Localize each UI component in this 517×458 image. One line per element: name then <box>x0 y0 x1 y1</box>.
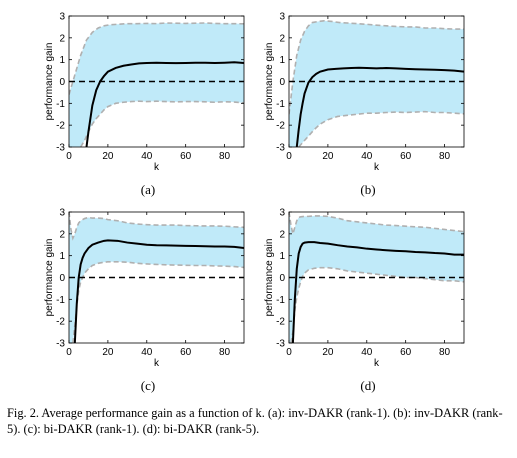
x-tick-label-a: 60 <box>180 151 192 162</box>
x-tick-label-b: 0 <box>286 151 292 162</box>
confidence-band-a <box>69 22 244 147</box>
y-tick-label-d: -2 <box>276 317 285 328</box>
x-tick-label-b: 40 <box>361 151 373 162</box>
y-tick-label-c: -3 <box>56 339 65 350</box>
subfigure-label-d: (d) <box>360 378 375 393</box>
y-tick-label-c: -1 <box>56 295 65 306</box>
x-axis-label-c: k <box>154 358 160 369</box>
series-mean-c <box>73 239 244 343</box>
x-tick-label-d: 20 <box>322 347 334 358</box>
y-tick-label-a: 0 <box>59 77 65 88</box>
y-tick-label-d: -3 <box>276 339 285 350</box>
y-tick-label-a: -2 <box>56 121 65 132</box>
x-tick-label-c: 20 <box>102 347 114 358</box>
series-mean-d <box>291 241 464 343</box>
subfigure-label-c: (c) <box>141 378 155 393</box>
y-axis-label-a: performance gain <box>44 43 55 121</box>
y-tick-label-c: 1 <box>59 251 65 262</box>
x-tick-label-a: 20 <box>102 151 114 162</box>
chart-panel-c: 0 20 40 60 80 -3 -2 -1 0 1 2 3 k performance gain (c) <box>44 208 245 393</box>
subfigure-label-b: (b) <box>360 182 375 197</box>
y-tick-label-c: 3 <box>59 208 65 219</box>
y-tick-label-b: -3 <box>276 143 285 154</box>
y-tick-label-c: 2 <box>59 229 65 240</box>
figure-caption: Fig. 2. Average performance gain as a fu… <box>7 406 503 436</box>
confidence-band-b <box>289 20 464 147</box>
x-axis-label-d: k <box>374 358 380 369</box>
x-tick-label-a: 40 <box>141 151 153 162</box>
y-tick-label-d: 0 <box>279 273 285 284</box>
x-tick-label-c: 0 <box>66 347 72 358</box>
y-tick-label-a: 1 <box>59 55 65 66</box>
y-tick-label-b: 1 <box>279 55 285 66</box>
y-tick-label-c: 0 <box>59 273 65 284</box>
x-tick-label-c: 60 <box>180 347 192 358</box>
y-tick-label-b: 2 <box>279 33 285 44</box>
y-tick-label-a: 2 <box>59 33 65 44</box>
x-tick-label-a: 80 <box>219 151 231 162</box>
y-tick-label-d: -1 <box>276 295 285 306</box>
y-tick-label-a: -1 <box>56 99 65 110</box>
x-axis-label-b: k <box>374 162 380 173</box>
series-lower-a <box>79 100 244 147</box>
x-tick-label-d: 40 <box>361 347 373 358</box>
x-tick-label-b: 80 <box>439 151 451 162</box>
chart-panel-a: 0 20 40 60 80 -3 -2 -1 0 1 2 3 k performance gain (a) <box>44 12 245 197</box>
x-tick-label-d: 0 <box>286 347 292 358</box>
chart-panel-d: 0 20 40 60 80 -3 -2 -1 0 1 2 3 k performance gain (d) <box>264 208 465 393</box>
x-tick-label-a: 0 <box>66 151 72 162</box>
y-tick-label-d: 1 <box>279 251 285 262</box>
subfigure-label-a: (a) <box>141 182 155 197</box>
x-tick-label-d: 60 <box>400 347 412 358</box>
series-lower-d <box>290 266 464 343</box>
y-tick-label-a: 3 <box>59 12 65 23</box>
series-upper-d <box>289 212 464 238</box>
y-tick-label-b: 3 <box>279 12 285 23</box>
series-lower-c <box>72 260 244 343</box>
confidence-band-c <box>69 212 244 343</box>
y-axis-label-c: performance gain <box>44 239 55 317</box>
x-tick-label-b: 60 <box>400 151 412 162</box>
y-tick-label-b: -2 <box>276 121 285 132</box>
series-upper-b <box>289 19 464 115</box>
series-upper-c <box>69 212 244 241</box>
x-tick-label-d: 80 <box>439 347 451 358</box>
x-axis-label-a: k <box>154 162 160 173</box>
x-tick-label-c: 40 <box>141 347 153 358</box>
y-tick-label-d: 3 <box>279 208 285 219</box>
y-axis-label-d: performance gain <box>264 239 275 317</box>
y-axis-label-b: performance gain <box>264 43 275 121</box>
chart-panel-b: 0 20 40 60 80 -3 -2 -1 0 1 2 3 k performance gain (b) <box>264 12 465 197</box>
x-tick-label-b: 20 <box>322 151 334 162</box>
y-tick-label-b: 0 <box>279 77 285 88</box>
y-tick-label-b: -1 <box>276 99 285 110</box>
y-tick-label-c: -2 <box>56 317 65 328</box>
series-mean-a <box>85 61 244 147</box>
series-lower-b <box>298 110 464 147</box>
series-upper-a <box>69 22 244 95</box>
y-tick-label-d: 2 <box>279 229 285 240</box>
x-tick-label-c: 80 <box>219 347 231 358</box>
series-mean-b <box>295 66 464 147</box>
y-tick-label-a: -3 <box>56 143 65 154</box>
